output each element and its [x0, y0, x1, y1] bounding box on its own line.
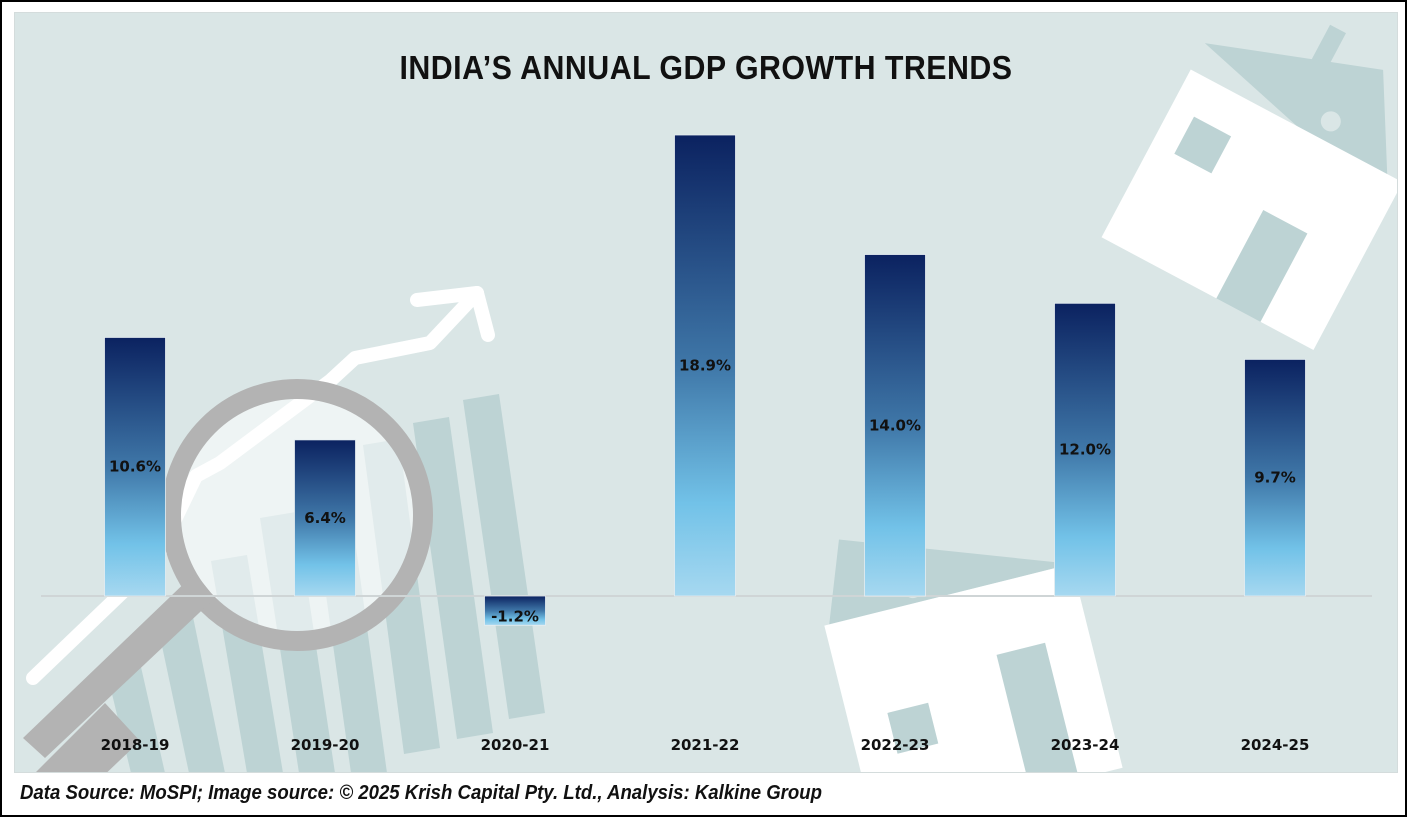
- x-tick-label: 2019-20: [291, 736, 360, 754]
- x-tick-label: 2021-22: [671, 736, 740, 754]
- data-label: 6.4%: [304, 509, 346, 527]
- data-label: 18.9%: [679, 357, 731, 375]
- x-tick-label: 2024-25: [1241, 736, 1310, 754]
- data-label: 12.0%: [1059, 441, 1111, 459]
- source-footnote: Data Source: MoSPI; Image source: © 2025…: [20, 782, 823, 804]
- data-label: 9.7%: [1254, 469, 1296, 487]
- bar-2019-20: [294, 439, 356, 597]
- x-tick-label: 2023-24: [1051, 736, 1120, 754]
- data-label: -1.2%: [491, 607, 539, 625]
- house-icon: [824, 539, 1123, 772]
- bar-chart: 10.6% 6.4% -1.2% 18.9% 14.0% 12.0% 9.7% 2018-1…: [41, 134, 1372, 754]
- bar-2024-25: [1244, 359, 1306, 597]
- bar-2020-21: [484, 595, 546, 626]
- data-label: 14.0%: [869, 416, 921, 434]
- chart-panel: INDIA’S ANNUAL GDP GROWTH TRENDS 10.6% 6.…: [14, 12, 1398, 773]
- x-tick-label: 2020-21: [481, 736, 550, 754]
- data-label: 10.6%: [109, 458, 161, 476]
- bar-2021-22: [674, 134, 736, 597]
- bar-2022-23: [864, 254, 926, 597]
- chart-title: INDIA’S ANNUAL GDP GROWTH TRENDS: [399, 49, 1013, 86]
- bar-2023-24: [1054, 302, 1116, 597]
- x-tick-label: 2022-23: [861, 736, 930, 754]
- bar-2018-19: [104, 337, 166, 597]
- x-tick-label: 2018-19: [101, 736, 170, 754]
